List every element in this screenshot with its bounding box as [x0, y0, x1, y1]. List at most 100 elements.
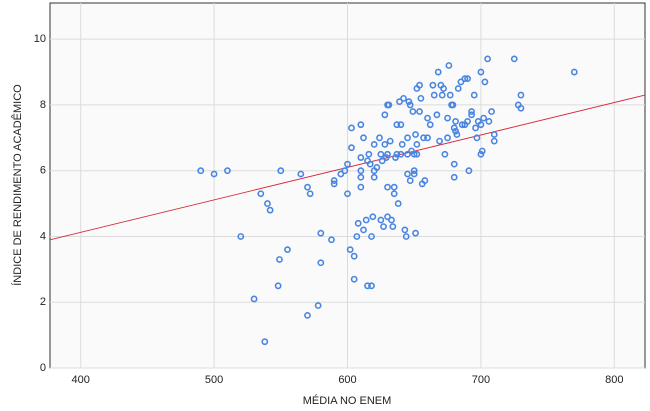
- point: [366, 160, 374, 168]
- point: [317, 259, 325, 267]
- point: [468, 108, 475, 115]
- point: [454, 85, 462, 92]
- point: [357, 173, 365, 181]
- point: [365, 150, 373, 158]
- point: [405, 98, 413, 106]
- point: [413, 150, 421, 158]
- point: [384, 213, 391, 221]
- y-axis-title: ÍNDICE DE RENDIMENTO ACADÊMICO: [11, 84, 24, 286]
- point: [348, 144, 355, 152]
- point: [473, 134, 481, 142]
- point: [424, 114, 431, 122]
- point: [314, 302, 322, 309]
- point: [197, 167, 205, 175]
- point: [430, 91, 438, 99]
- point: [381, 140, 389, 148]
- point: [412, 131, 419, 138]
- point: [433, 111, 441, 119]
- point: [353, 233, 361, 240]
- point: [317, 229, 325, 237]
- point: [354, 219, 362, 227]
- y-tick-label: 4: [40, 230, 46, 242]
- point: [237, 233, 245, 240]
- point: [444, 114, 451, 122]
- point: [210, 170, 218, 178]
- point: [304, 311, 311, 319]
- y-tick-label: 6: [40, 165, 46, 177]
- point: [274, 282, 282, 290]
- point: [426, 121, 434, 129]
- point: [389, 223, 397, 231]
- x-tick-label: 600: [338, 374, 356, 386]
- point: [304, 183, 311, 191]
- point: [378, 157, 386, 165]
- y-tick-label: 2: [40, 296, 46, 308]
- point: [346, 246, 354, 254]
- point: [368, 233, 375, 240]
- point: [250, 295, 258, 303]
- point: [224, 167, 231, 175]
- point: [393, 121, 401, 129]
- point: [421, 177, 429, 184]
- point: [390, 183, 398, 191]
- point: [436, 137, 443, 145]
- point: [478, 147, 486, 155]
- point: [452, 117, 459, 125]
- point: [409, 108, 417, 115]
- point: [362, 216, 370, 224]
- point: [348, 124, 355, 132]
- point: [297, 170, 305, 178]
- point: [404, 134, 411, 142]
- point: [490, 131, 498, 138]
- point: [450, 173, 458, 181]
- point: [397, 121, 405, 129]
- point: [457, 78, 465, 86]
- point: [481, 78, 489, 86]
- point: [485, 117, 493, 125]
- point: [468, 111, 475, 119]
- point: [434, 68, 442, 76]
- point: [337, 170, 345, 178]
- point: [440, 85, 447, 92]
- point: [464, 117, 471, 125]
- point: [450, 160, 458, 168]
- point: [261, 338, 269, 346]
- y-tick-label: 10: [34, 33, 46, 45]
- point: [470, 91, 478, 99]
- point: [385, 101, 393, 109]
- point: [438, 91, 446, 99]
- point: [413, 140, 421, 148]
- point: [350, 275, 358, 283]
- point: [461, 75, 469, 83]
- point: [445, 62, 453, 69]
- x-axis-title: MÉDIA NO ENEM: [303, 394, 392, 407]
- y-tick-label: 8: [40, 99, 46, 111]
- point: [452, 127, 459, 135]
- point: [404, 170, 411, 178]
- point: [477, 121, 485, 129]
- point: [276, 256, 283, 263]
- point: [360, 134, 367, 142]
- point: [510, 55, 518, 63]
- point: [406, 177, 414, 184]
- point: [330, 177, 338, 184]
- point: [477, 150, 485, 158]
- point: [344, 190, 351, 198]
- point: [380, 223, 387, 231]
- point: [517, 91, 525, 99]
- point: [464, 75, 471, 83]
- point: [570, 68, 578, 76]
- point: [394, 200, 402, 207]
- point: [449, 101, 457, 109]
- point: [450, 124, 458, 132]
- point: [488, 108, 495, 115]
- point: [397, 150, 405, 158]
- point: [410, 150, 418, 158]
- point: [257, 190, 265, 198]
- point: [341, 167, 349, 175]
- point: [453, 131, 461, 138]
- point: [370, 173, 378, 181]
- x-tick-label: 800: [605, 374, 623, 386]
- point: [368, 282, 375, 290]
